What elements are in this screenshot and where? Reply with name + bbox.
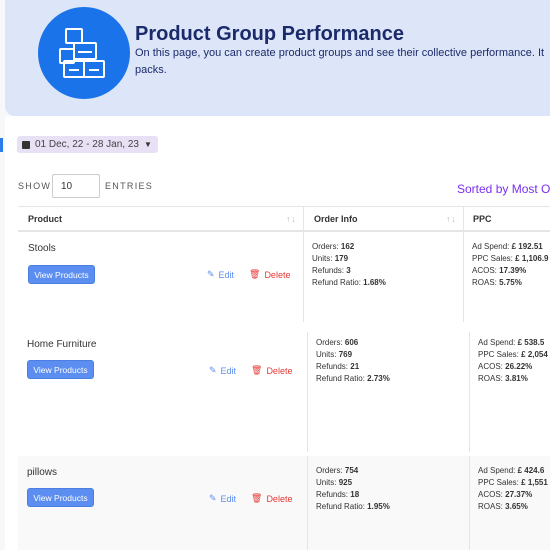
view-products-button[interactable]: View Products [27,360,94,379]
column-header-order-info[interactable]: Order Info ↑↓ [303,206,463,232]
show-label: SHOW [18,181,52,191]
trash-icon: 🗑 [249,269,261,279]
cell-divider [463,232,464,322]
entries-input[interactable] [52,174,100,198]
delete-button[interactable]: 🗑 Delete [251,493,293,504]
section-marker [0,138,3,152]
pencil-icon: ✎ [207,269,215,279]
page-title: Product Group Performance [135,23,404,45]
sort-arrows-icon[interactable]: ↑↓ [446,214,457,224]
sort-indicator[interactable]: Sorted by Most O [457,182,550,196]
sort-arrows-icon[interactable]: ↑↓ [286,214,297,224]
cell-divider [303,232,304,322]
product-group-name: Home Furniture [27,339,97,350]
pencil-icon: ✎ [209,493,217,503]
delete-button[interactable]: 🗑 Delete [249,269,291,280]
cell-divider [307,456,308,550]
column-header-ppc[interactable]: PPC [463,206,550,232]
ppc-info: Ad Spend: £ 538.5 PPC Sales: £ 2,054 ACO… [478,338,548,383]
ppc-info: Ad Spend: £ 424.6 PPC Sales: £ 1,551 ACO… [478,466,548,511]
edit-button[interactable]: ✎ Edit [207,269,235,280]
view-products-button[interactable]: View Products [28,265,95,284]
cell-divider [469,456,470,550]
order-info: Orders: 606 Units: 769 Refunds: 21 Refun… [316,338,390,383]
page-description: On this page, you can create product gro… [135,47,545,76]
view-products-button[interactable]: View Products [27,488,94,507]
entries-label: ENTRIES [105,181,154,191]
date-range-label: 01 Dec, 22 - 28 Jan, 23 [35,139,139,150]
row-highlight [18,456,550,550]
order-info: Orders: 162 Units: 179 Refunds: 3 Refund… [312,242,386,287]
product-group-name: pillows [27,467,58,478]
column-header-product[interactable]: Product ↑↓ [18,206,303,232]
cell-divider [307,332,308,452]
delete-button[interactable]: 🗑 Delete [251,365,293,376]
caret-down-icon: ▼ [143,140,152,149]
ppc-info: Ad Spend: £ 192.51 PPC Sales: £ 1,106.9 … [472,242,549,287]
edit-button[interactable]: ✎ Edit [209,365,237,376]
edit-button[interactable]: ✎ Edit [209,493,237,504]
trash-icon: 🗑 [251,365,263,375]
date-range-picker[interactable]: 01 Dec, 22 - 28 Jan, 23 ▼ [17,136,158,153]
product-group-name: Stools [28,243,56,254]
cell-divider [469,332,470,452]
calendar-icon [22,140,30,149]
order-info: Orders: 754 Units: 925 Refunds: 18 Refun… [316,466,390,511]
pencil-icon: ✎ [209,365,217,375]
trash-icon: 🗑 [251,493,263,503]
boxes-icon [38,7,130,99]
